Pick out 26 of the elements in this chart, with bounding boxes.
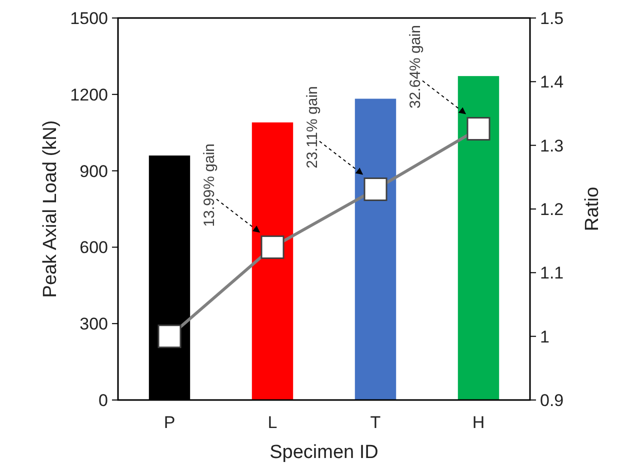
x-tick-label: H (472, 413, 485, 432)
x-tick-label: L (268, 413, 278, 432)
y-tick-label: 900 (80, 162, 108, 181)
bar (354, 98, 396, 400)
y2-axis-title: Ratio (582, 186, 603, 232)
y-tick-label: 600 (80, 238, 108, 258)
annotation: 32.64% gain (406, 25, 424, 108)
y2-tick-label: 1.5 (540, 8, 564, 28)
bar (252, 122, 294, 400)
y2-tick-label: 0.9 (540, 390, 564, 410)
annotation: 23.11% gain (304, 86, 321, 168)
x-axis-title: Specimen ID (270, 442, 378, 463)
x-tick-label: T (370, 413, 381, 432)
y2-tick-label: 1.4 (540, 72, 564, 92)
y2-tick-label: 1.1 (540, 264, 564, 283)
y-tick-label: 1500 (70, 8, 108, 28)
annotation: 13.99% gain (200, 143, 218, 227)
y2-tick-label: 1.2 (540, 200, 564, 219)
y-tick-label: 1200 (70, 85, 108, 104)
y2-tick-label: 1.3 (540, 136, 564, 156)
y-tick-label: 0 (98, 390, 108, 410)
y2-tick-label: 1 (540, 327, 550, 346)
x-tick-label: P (164, 413, 176, 432)
y-tick-label: 300 (80, 314, 108, 334)
bar (458, 76, 500, 400)
y-axis-title: Peak Axial Load (kN) (40, 120, 61, 298)
